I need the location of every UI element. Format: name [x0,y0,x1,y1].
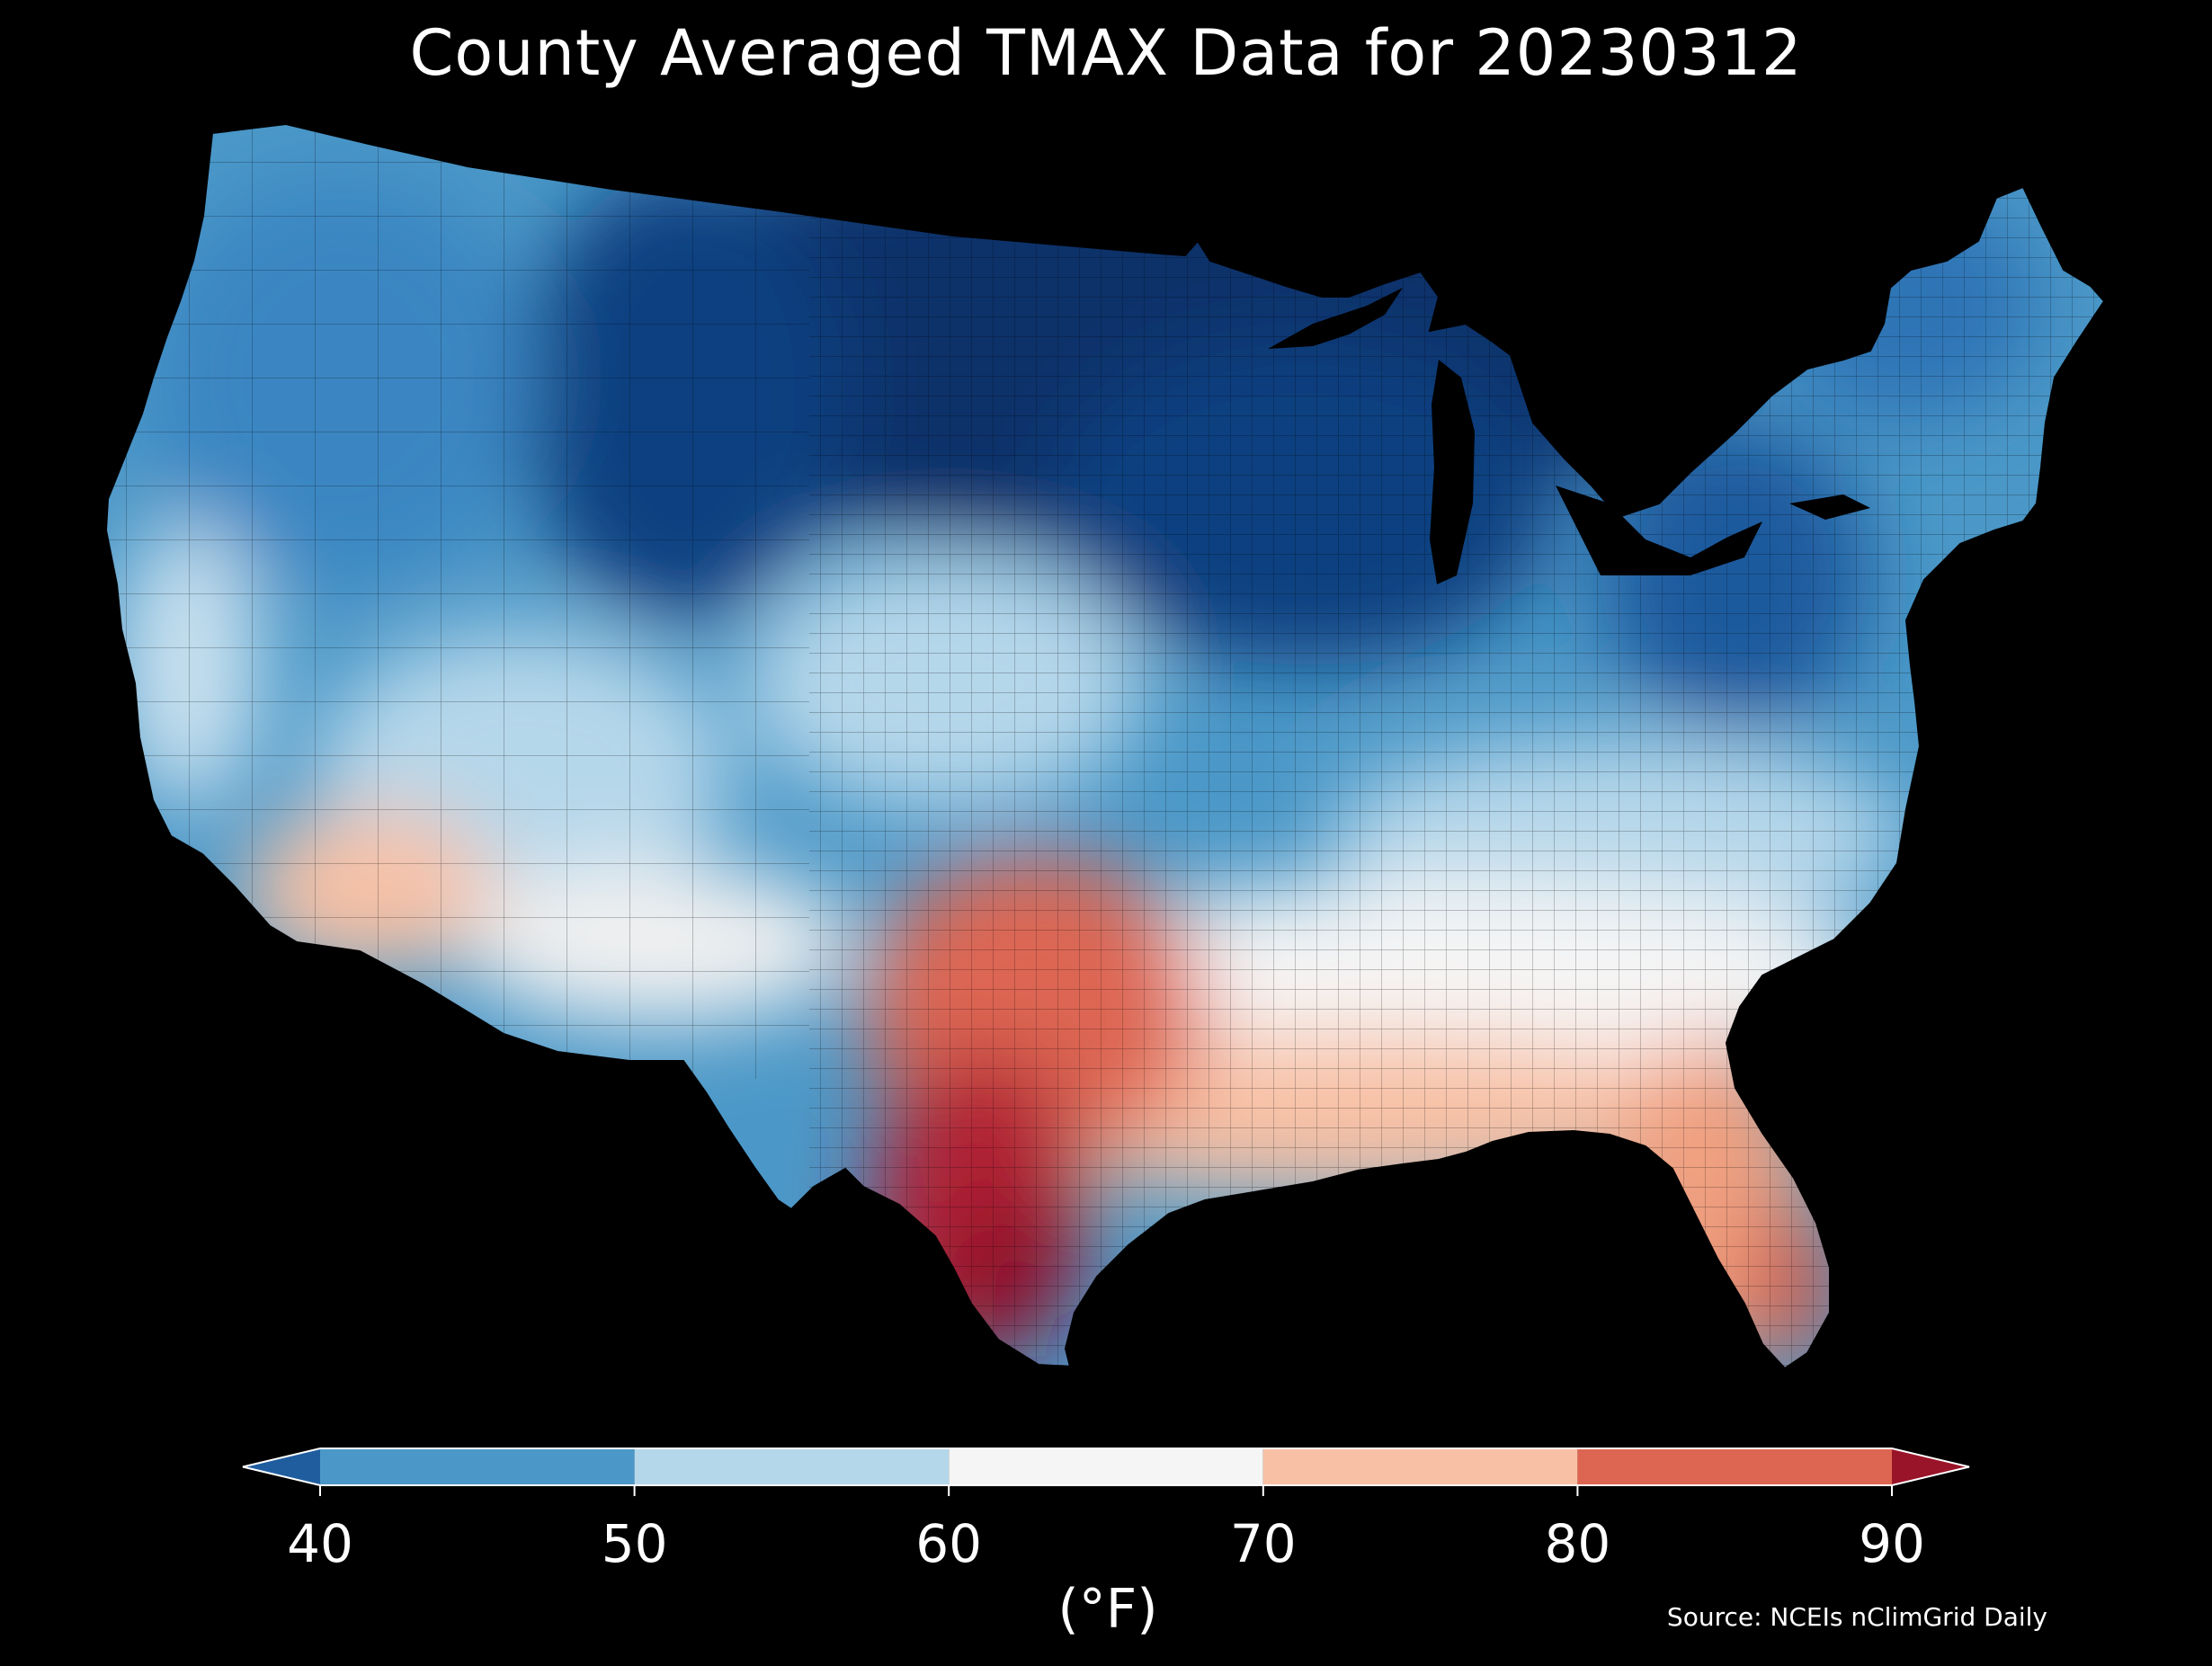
lake-michigan [1430,360,1475,584]
colorbar-tick-label: 50 [601,1513,668,1574]
colorbar-bin-80-90 [1577,1448,1892,1485]
colorbar-bin-50-60 [634,1448,950,1485]
source-credit: Source: NCEIs nClimGrid Daily [1666,1602,2047,1632]
lake-ontario [1789,494,1870,520]
colorbar-extend-low [243,1448,320,1485]
colorbar-tick-label: 40 [287,1513,353,1574]
colorbar-bin-40-50 [320,1448,635,1485]
colorbar-units-label: (°F) [1057,1578,1158,1641]
colorbar-tick-label: 70 [1229,1513,1297,1574]
map-title: County Averaged TMAX Data for 20230312 [409,16,1803,90]
colorbar-extend-high [1892,1448,1969,1485]
colorbar-tick-label: 80 [1544,1513,1611,1574]
lake-superior [1268,288,1403,349]
colorbar-tick-label: 90 [1859,1513,1925,1574]
colorbar-bin-60-70 [949,1448,1263,1485]
lake-huron-erie [1556,486,1762,575]
colorbar-bin-70-80 [1262,1448,1578,1485]
colorbar-tick-label: 60 [915,1513,983,1574]
